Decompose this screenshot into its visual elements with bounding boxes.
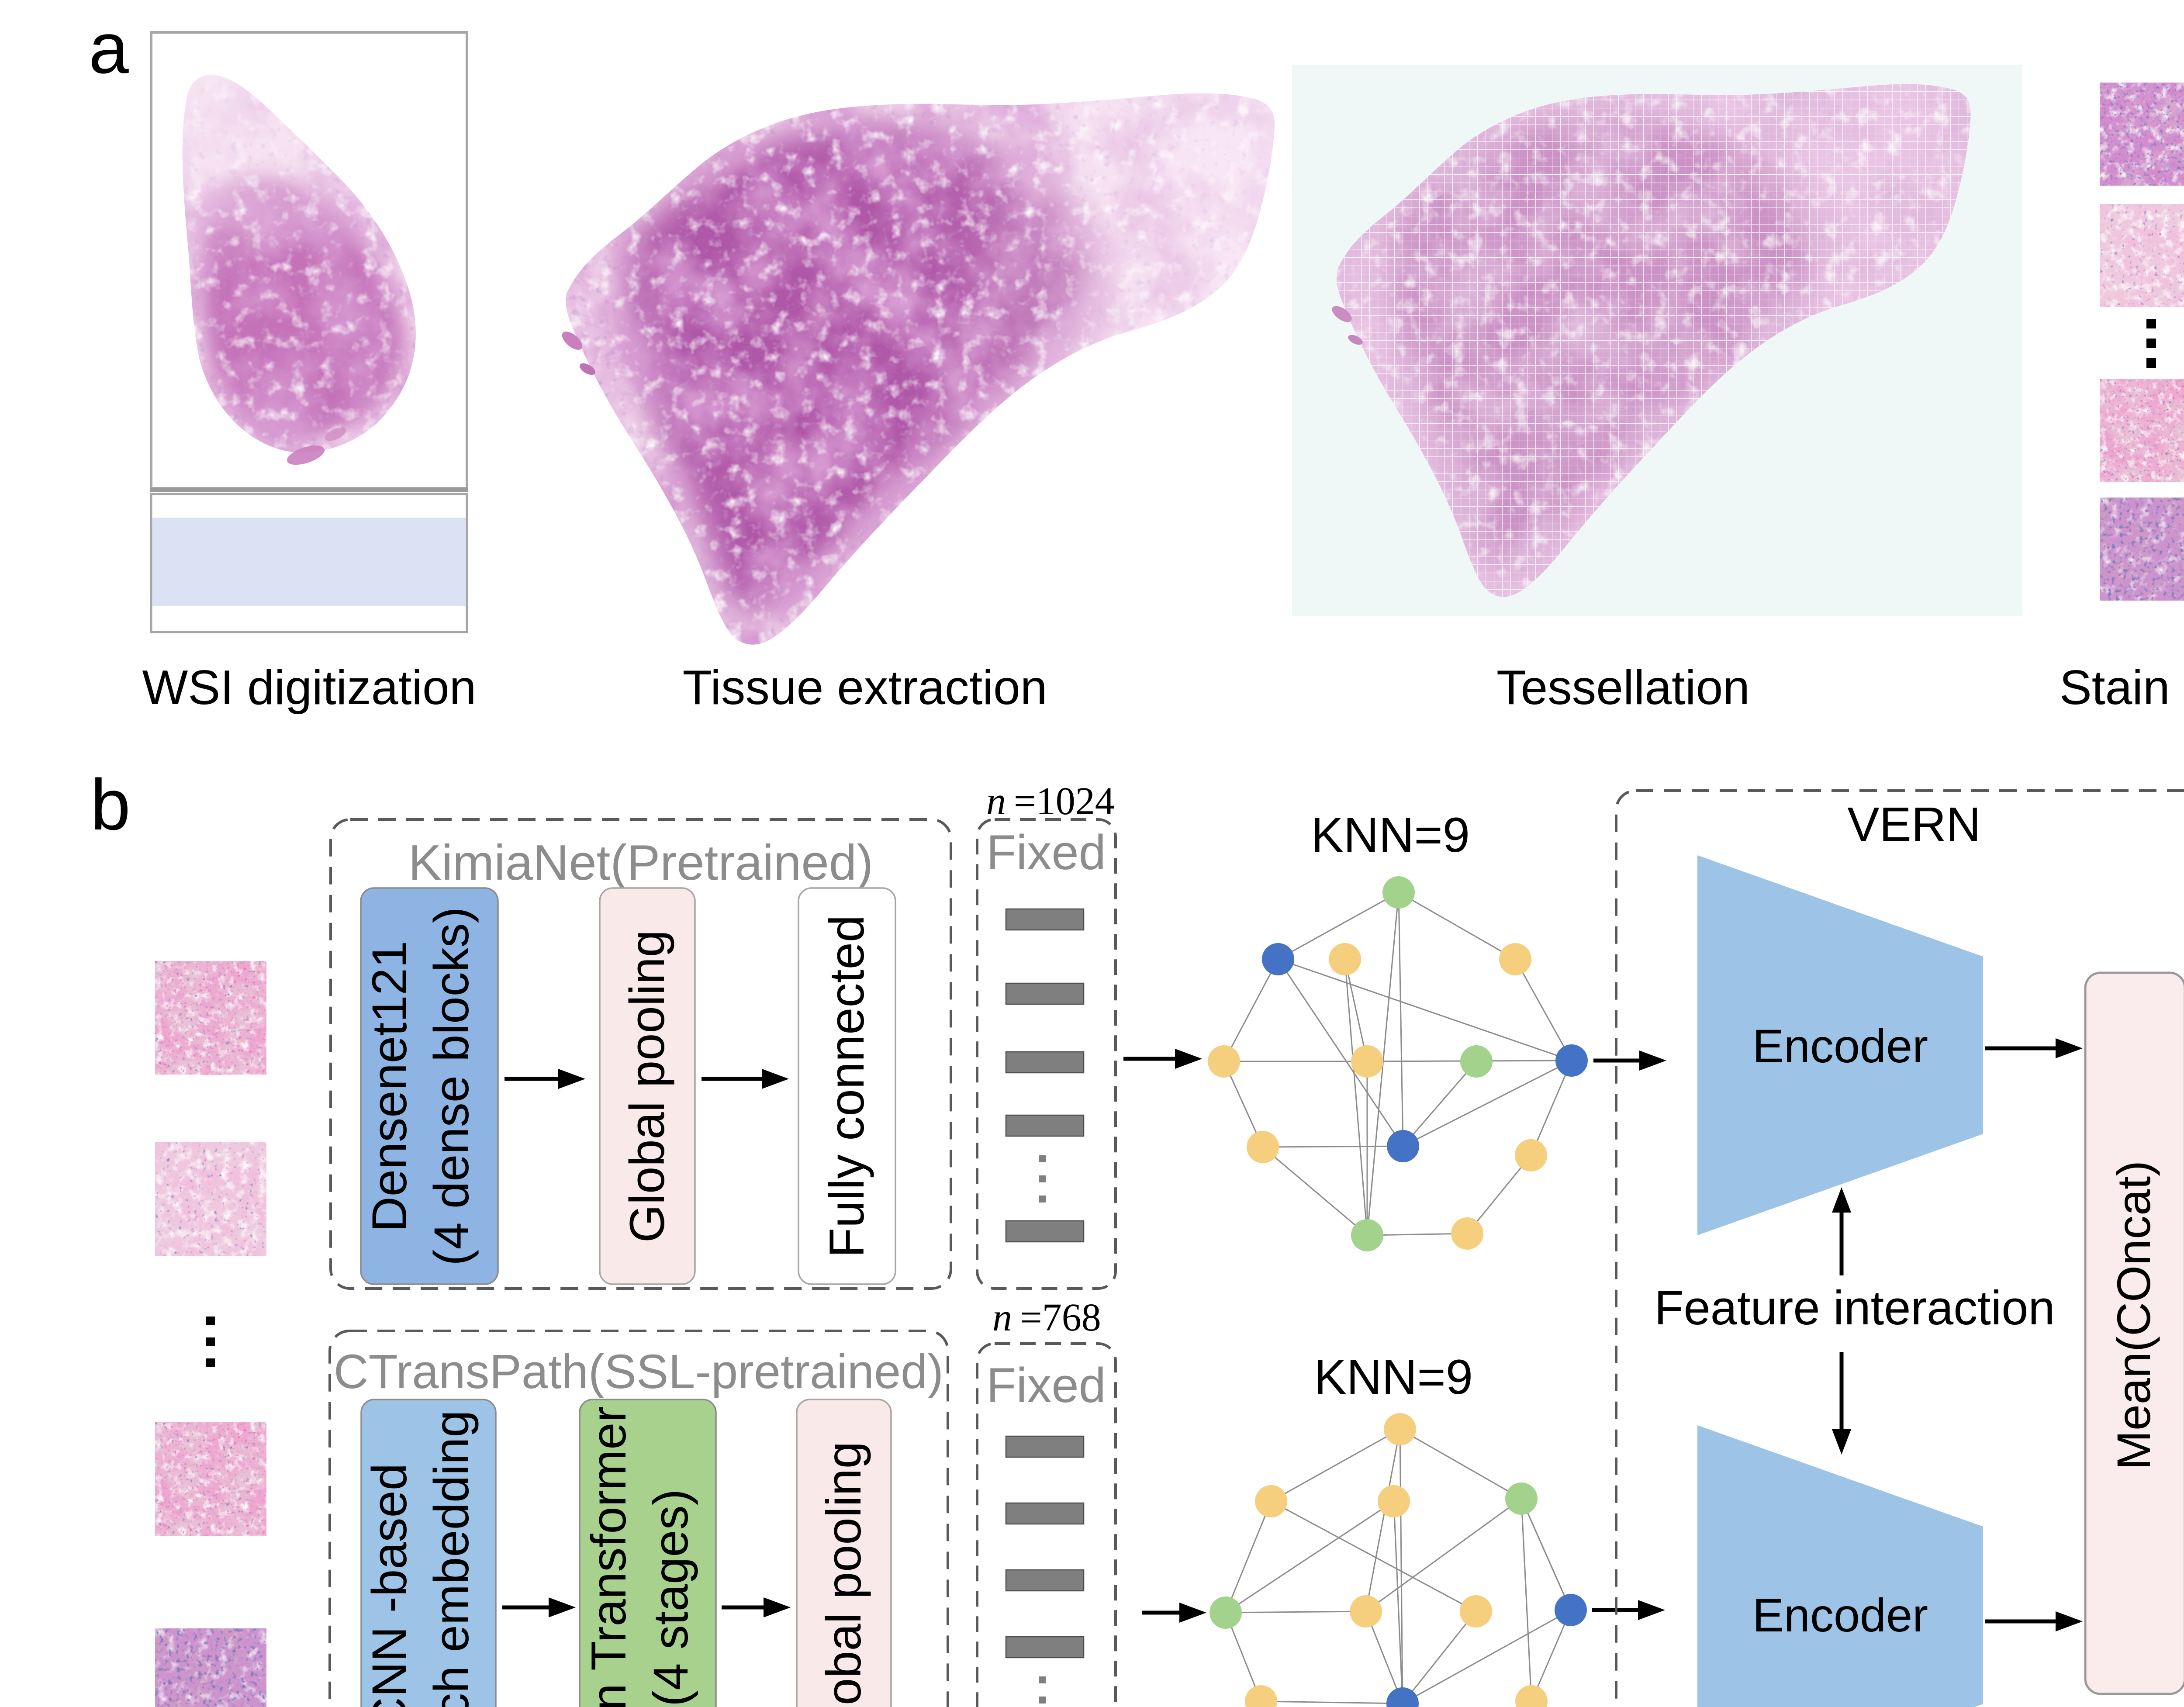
svg-text:CNN -based: CNN -based: [362, 1463, 417, 1707]
svg-text:Swin Transformer: Swin Transformer: [581, 1406, 636, 1707]
svg-text:KNN=9: KNN=9: [1314, 1350, 1473, 1404]
svg-text:b: b: [90, 764, 131, 845]
svg-text:Fully connected: Fully connected: [819, 915, 874, 1258]
svg-text:Tissue extraction: Tissue extraction: [683, 660, 1047, 715]
svg-text:Feature interaction: Feature interaction: [1654, 1281, 2055, 1335]
svg-text:Encoder: Encoder: [1752, 1589, 1928, 1641]
svg-text:Global pooling: Global pooling: [816, 1441, 871, 1707]
svg-text:VERN: VERN: [1847, 798, 1981, 851]
svg-text:KNN=9: KNN=9: [1311, 808, 1470, 862]
svg-text:WSI digitization: WSI digitization: [142, 660, 477, 715]
svg-text:n =1024: n =1024: [986, 780, 1115, 823]
svg-text:n =768: n =768: [992, 1296, 1101, 1339]
svg-text:Densenet121: Densenet121: [362, 941, 417, 1232]
svg-text:Tessellation: Tessellation: [1496, 660, 1750, 715]
svg-text:(4 stages): (4 stages): [643, 1489, 698, 1707]
svg-text:Global pooling: Global pooling: [620, 930, 674, 1243]
svg-text:Stain augmentation: Stain augmentation: [2060, 660, 2184, 715]
svg-text:CTransPath(SSL-pretrained): CTransPath(SSL-pretrained): [334, 1345, 943, 1399]
svg-text:Fixed: Fixed: [986, 825, 1106, 880]
svg-text:Encoder: Encoder: [1752, 1019, 1928, 1072]
svg-text:Mean(COncat): Mean(COncat): [2107, 1161, 2160, 1470]
svg-text:a: a: [89, 8, 129, 88]
svg-text:patch embedding: patch embedding: [424, 1410, 479, 1707]
svg-text:KimiaNet(Pretrained): KimiaNet(Pretrained): [408, 835, 873, 891]
svg-text:(4 dense blocks): (4 dense blocks): [424, 907, 479, 1266]
svg-text:Fixed: Fixed: [986, 1358, 1106, 1413]
